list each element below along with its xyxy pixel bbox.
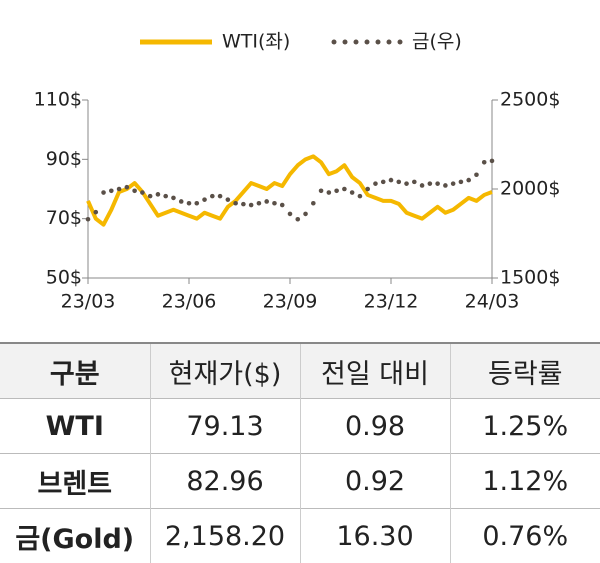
gold-point <box>288 212 293 217</box>
gold-point <box>109 188 114 193</box>
gold-point <box>381 180 386 185</box>
y-tick-label: 110$ <box>34 89 82 111</box>
gold-point <box>132 188 137 193</box>
gold-point <box>490 159 495 164</box>
x-tick-label: 23/06 <box>162 291 217 313</box>
gold-point <box>389 178 394 183</box>
legend-swatch <box>398 40 403 45</box>
gold-point <box>272 201 277 206</box>
table-cell: 16.30 <box>300 509 450 563</box>
gold-point <box>404 181 409 186</box>
gold-point <box>187 201 192 206</box>
chart: 50$ 70$ 90$ 110$ 1500$ 2000$ 2500$ 23/03 23/06 23… <box>0 0 600 342</box>
table-cell: 0.98 <box>300 399 450 454</box>
y-tick-label: 50$ <box>46 267 82 289</box>
gold-point <box>412 180 417 185</box>
gold-point <box>117 187 122 192</box>
gold-point <box>373 181 378 186</box>
legend-label: 금(우) <box>412 31 462 53</box>
table-cell: 1.12% <box>450 454 600 509</box>
gold-point <box>365 187 370 192</box>
table-cell: 현재가($) <box>150 343 300 399</box>
gold-point <box>179 199 184 204</box>
gold-point <box>163 194 168 199</box>
table-cell: 전일 대비 <box>300 343 450 399</box>
gold-point <box>420 183 425 188</box>
gold-point <box>358 194 363 199</box>
legend-swatch <box>354 40 359 45</box>
gold-point <box>257 201 262 206</box>
x-tick-label: 23/03 <box>61 291 116 313</box>
gold-point <box>249 203 254 208</box>
gold-point <box>482 160 487 165</box>
gold-point <box>125 185 130 190</box>
legend-swatch <box>376 40 381 45</box>
gold-point <box>466 178 471 183</box>
legend-swatch <box>332 40 337 45</box>
gold-point <box>396 180 401 185</box>
gold-point <box>280 203 285 208</box>
gold-point <box>428 181 433 186</box>
table-cell: 0.76% <box>450 509 600 563</box>
table-cell: 79.13 <box>150 399 300 454</box>
gold-point <box>319 188 324 193</box>
y-tick-label: 70$ <box>46 207 82 229</box>
table-cell: 1.25% <box>450 399 600 454</box>
gold-point <box>264 199 269 204</box>
gold-point <box>334 188 339 193</box>
gold-point <box>342 187 347 192</box>
y2-tick-label: 2500$ <box>500 89 560 111</box>
x-tick-label: 24/03 <box>465 291 520 313</box>
gold-point <box>443 183 448 188</box>
gold-point <box>226 197 231 202</box>
table-cell: 구분 <box>0 343 150 399</box>
gold-point <box>93 210 98 215</box>
gold-point <box>148 194 153 199</box>
gold-point <box>210 194 215 199</box>
y-tick-label: 90$ <box>46 148 82 170</box>
gold-point <box>194 201 199 206</box>
gold-point <box>241 202 246 207</box>
gold-point <box>171 196 176 201</box>
table-cell: 0.92 <box>300 454 450 509</box>
gold-point <box>233 201 238 206</box>
x-tick-label: 23/09 <box>263 291 318 313</box>
table-cell: WTI <box>0 399 150 454</box>
gold-point <box>311 201 316 206</box>
gold-point <box>218 194 223 199</box>
table-cell: 등락률 <box>450 343 600 399</box>
legend-label: WTI(좌) <box>222 31 290 53</box>
table-cell: 브렌트 <box>0 454 150 509</box>
gold-point <box>202 197 207 202</box>
legend-swatch <box>343 40 348 45</box>
y2-tick-label: 1500$ <box>500 267 560 289</box>
table-cell: 금(Gold) <box>0 509 150 563</box>
table-cell: 2,158.20 <box>150 509 300 563</box>
gold-point <box>295 217 300 222</box>
gold-point <box>156 192 161 197</box>
gold-point <box>459 180 464 185</box>
gold-point <box>435 181 440 186</box>
gold-point <box>86 217 91 222</box>
x-tick-label: 23/12 <box>364 291 419 313</box>
gold-point <box>101 190 106 195</box>
gold-point <box>303 212 308 217</box>
legend-swatch <box>387 40 392 45</box>
y2-tick-label: 2000$ <box>500 178 560 200</box>
gold-point <box>350 190 355 195</box>
gold-point <box>140 190 145 195</box>
gold-point <box>451 181 456 186</box>
table-cell: 82.96 <box>150 454 300 509</box>
legend-swatch <box>365 40 370 45</box>
gold-point <box>327 190 332 195</box>
gold-point <box>474 172 479 177</box>
